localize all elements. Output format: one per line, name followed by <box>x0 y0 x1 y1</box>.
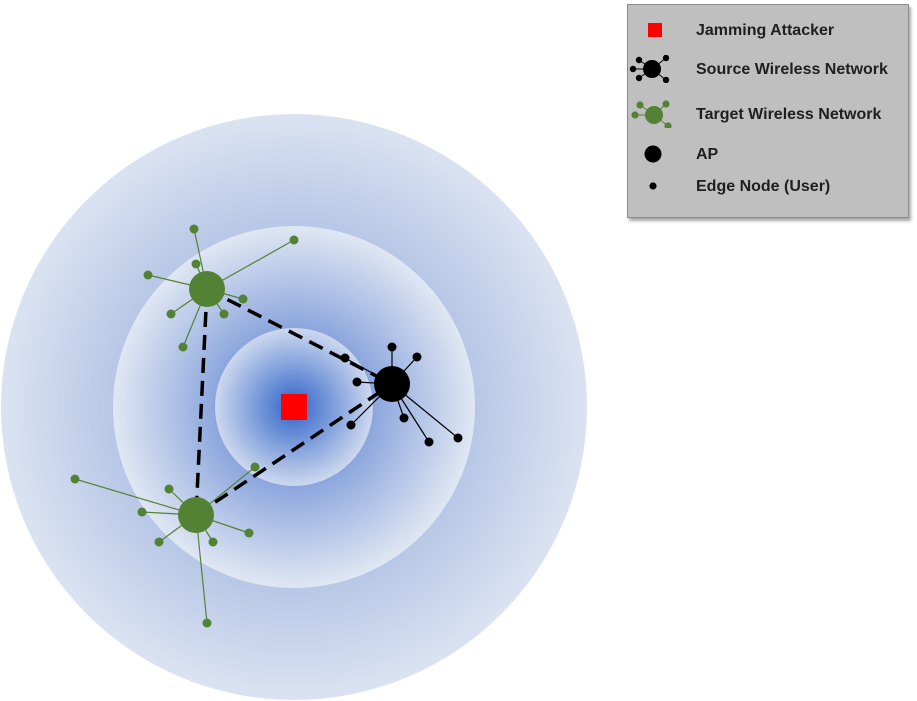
edge-node <box>352 377 362 387</box>
legend-label: Edge Node (User) <box>696 178 831 195</box>
legend-item-source-network: Source Wireless Network <box>628 55 908 83</box>
link-target2-source <box>195 382 393 517</box>
edge-node <box>424 437 434 447</box>
edge-node <box>387 342 397 352</box>
source-ap <box>374 366 410 402</box>
ap-icon <box>644 145 662 163</box>
legend-item-edge-node: Edge Node (User) <box>628 172 908 200</box>
legend-item-target-network: Target Wireless Network <box>628 100 908 128</box>
edge-node <box>191 259 201 269</box>
edge-node <box>238 294 248 304</box>
ap-links <box>194 287 393 517</box>
legend-label: Source Wireless Network <box>696 61 888 78</box>
edge-node <box>189 224 199 234</box>
edge-node <box>164 484 174 494</box>
edge-node <box>399 413 409 423</box>
target-network-icon <box>631 100 672 128</box>
edge-node <box>453 433 463 443</box>
source-network-icon <box>629 55 670 83</box>
source-network <box>340 342 463 447</box>
edge-node <box>137 507 147 517</box>
edge-node <box>143 270 153 280</box>
link-target1-source <box>206 287 393 386</box>
edge-node <box>166 309 176 319</box>
edge-node <box>70 474 80 484</box>
target-network-1 <box>143 224 299 352</box>
legend: Jamming Attacker Source Wireless Network <box>627 4 909 218</box>
edge-node <box>250 462 260 472</box>
edge-node <box>178 342 188 352</box>
edge-node <box>412 352 422 362</box>
legend-item-ap: AP <box>628 140 908 168</box>
link-target1-target2 <box>194 288 209 516</box>
edge-node <box>202 618 212 628</box>
target-network-2 <box>70 462 260 628</box>
edge-node <box>346 420 356 430</box>
legend-label: Jamming Attacker <box>696 22 835 39</box>
target-ap-1 <box>189 271 225 307</box>
legend-label: Target Wireless Network <box>696 106 882 123</box>
edge-node <box>244 528 254 538</box>
edge-node <box>208 537 218 547</box>
red-square-icon <box>648 23 662 37</box>
jamming-attacker <box>281 394 307 420</box>
target-ap-2 <box>178 497 214 533</box>
legend-label: AP <box>696 146 719 163</box>
legend-item-jamming-attacker: Jamming Attacker <box>628 16 908 44</box>
edge-node <box>340 353 350 363</box>
edge-node-icon <box>649 182 657 190</box>
edge-node <box>289 235 299 245</box>
edge-node <box>219 309 229 319</box>
edge-node <box>154 537 164 547</box>
